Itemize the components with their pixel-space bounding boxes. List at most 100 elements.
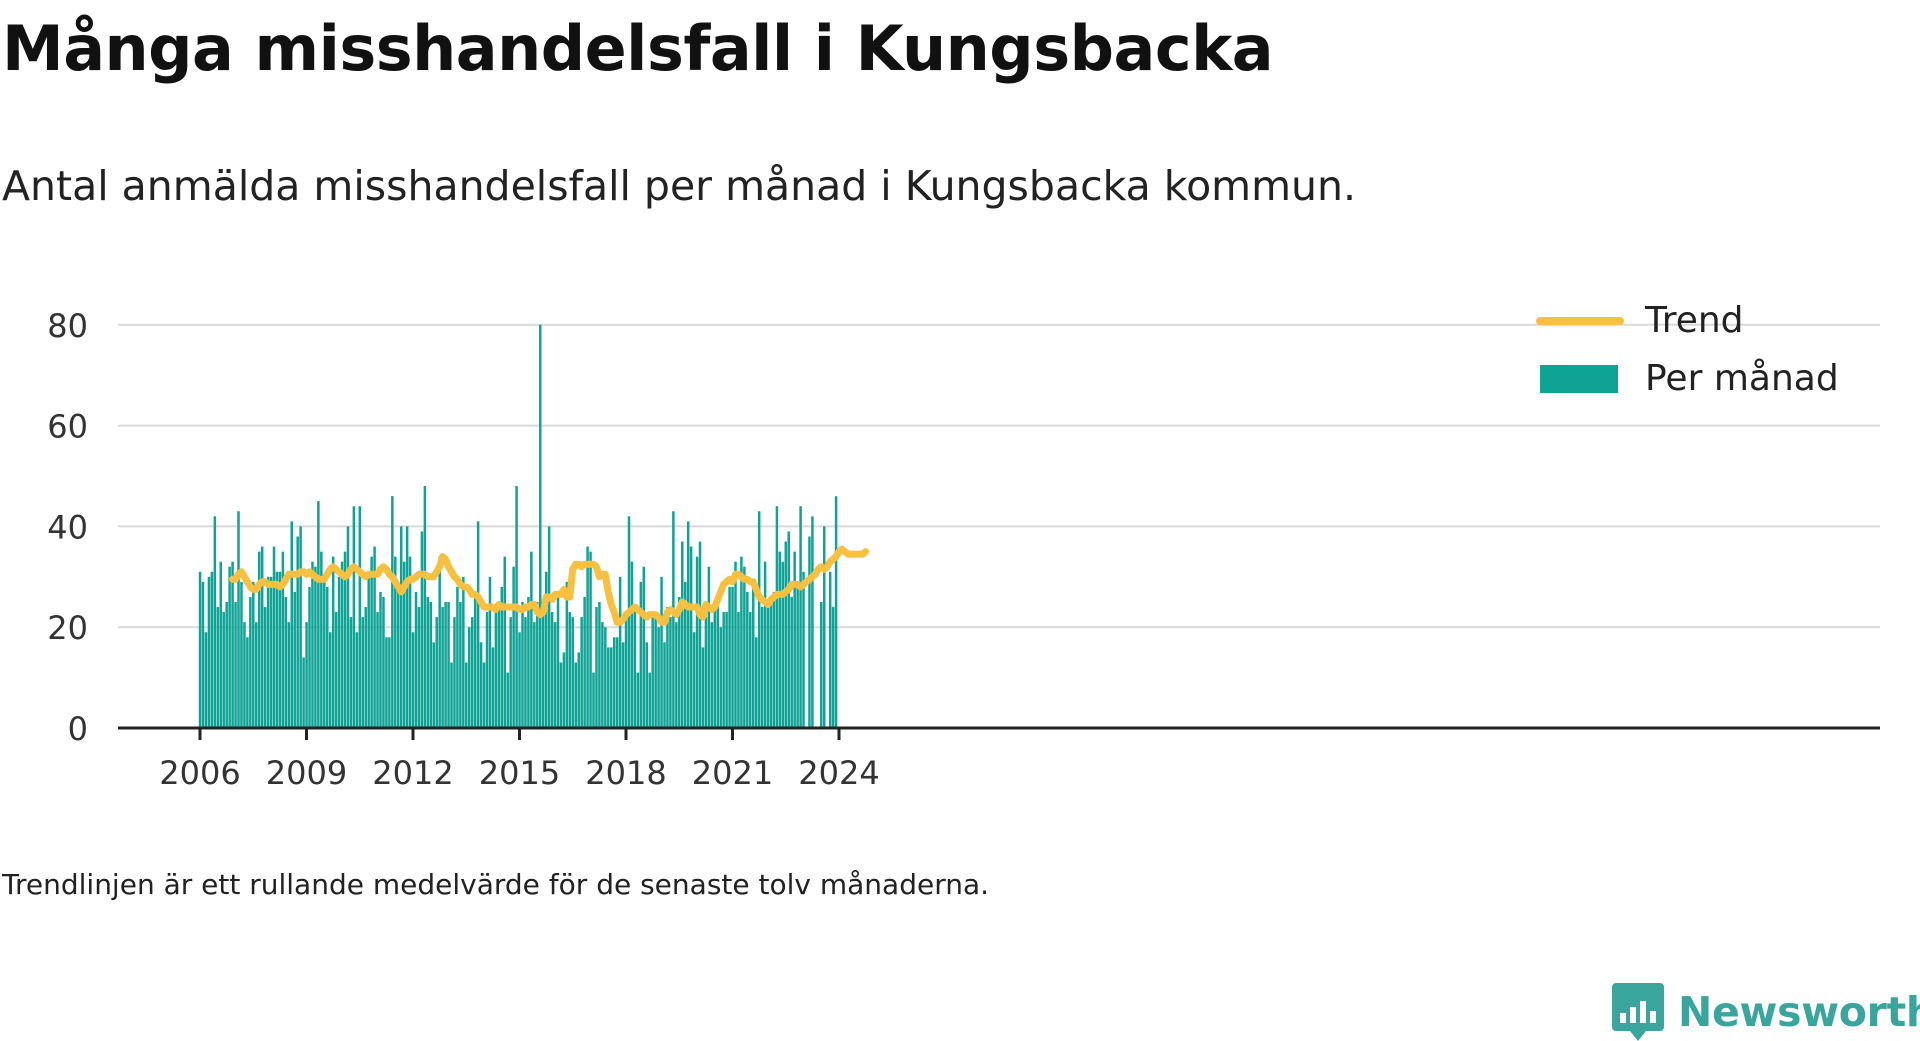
bar	[547, 526, 551, 728]
bar	[689, 546, 693, 728]
bar	[692, 632, 696, 728]
bar	[536, 602, 539, 728]
bar	[405, 526, 409, 728]
bar	[444, 602, 447, 728]
bar	[612, 637, 616, 728]
bar	[716, 607, 720, 728]
bar	[737, 612, 740, 728]
bar	[731, 586, 734, 728]
bar	[583, 596, 586, 728]
bar	[734, 561, 737, 728]
bar	[636, 672, 640, 728]
bar	[278, 571, 282, 728]
bar	[402, 561, 406, 728]
bar	[618, 576, 622, 728]
chart-title: Många misshandelsfall i Kungsbacka	[2, 12, 1274, 85]
bar	[610, 647, 613, 728]
bar	[210, 571, 214, 728]
bar	[266, 576, 270, 728]
bar	[586, 546, 589, 728]
bar	[340, 561, 344, 728]
bar	[317, 501, 320, 728]
bar	[476, 521, 480, 728]
chart-subtitle: Antal anmälda misshandelsfall per månad …	[2, 162, 1357, 210]
bar	[429, 602, 433, 728]
bar	[698, 541, 702, 728]
bar	[252, 581, 255, 728]
bar	[666, 607, 669, 728]
bar	[645, 642, 649, 728]
bar	[654, 617, 657, 728]
bar	[367, 576, 370, 728]
bar	[663, 642, 666, 728]
y-tick-label: 80	[47, 307, 88, 345]
x-axis-ticks: 2006 2009 2012 2015 2018 2021 2024	[159, 728, 880, 792]
bar	[397, 581, 400, 728]
bar	[681, 541, 684, 728]
bar	[503, 556, 507, 728]
bar	[222, 612, 225, 728]
bar	[488, 576, 492, 728]
bar	[793, 551, 796, 728]
bar	[249, 596, 252, 728]
bar	[769, 602, 773, 728]
bar	[772, 591, 776, 728]
bar	[562, 652, 566, 728]
x-tick-label: 2006	[159, 754, 240, 792]
bar	[399, 526, 403, 728]
bar	[314, 566, 317, 728]
bar	[420, 531, 424, 728]
bar	[743, 566, 746, 728]
legend-bar-label: Per månad	[1645, 358, 1839, 399]
bar	[754, 637, 758, 728]
bar	[494, 607, 498, 728]
bar	[568, 612, 572, 728]
bar	[331, 556, 335, 728]
bar	[828, 571, 832, 728]
bar	[326, 586, 329, 728]
bar	[385, 637, 388, 728]
bar	[198, 571, 202, 728]
bar	[710, 622, 714, 728]
bar	[722, 612, 725, 728]
bar	[305, 622, 308, 728]
bar	[630, 561, 634, 728]
bar	[240, 581, 243, 728]
bar	[565, 581, 569, 728]
bar	[592, 672, 595, 728]
bar	[589, 551, 592, 728]
bar	[441, 607, 444, 728]
bar	[435, 617, 438, 728]
footnote: Trendlinjen är ett rullande medelvärde f…	[2, 868, 990, 901]
bar	[432, 642, 436, 728]
bar	[343, 551, 347, 728]
bar	[675, 622, 678, 728]
x-tick-label: 2012	[372, 754, 453, 792]
bar	[426, 596, 430, 728]
legend: Trend Per månad	[1530, 280, 1860, 399]
bar	[219, 561, 223, 728]
bar	[296, 536, 299, 728]
y-tick-label: 20	[47, 609, 88, 647]
bar	[323, 581, 326, 728]
bar	[328, 632, 332, 728]
bar	[311, 561, 314, 728]
brand-logo: Newsworthy	[1612, 983, 1920, 1041]
bar	[787, 531, 791, 728]
bar	[388, 637, 391, 728]
bar	[379, 591, 382, 728]
bar	[784, 541, 788, 728]
bar	[621, 642, 625, 728]
bar	[275, 571, 279, 728]
bar	[213, 516, 217, 728]
bar	[796, 581, 799, 728]
bar	[284, 596, 288, 728]
bar	[293, 591, 296, 728]
y-axis-ticks: 0 20 40 60 80	[47, 307, 88, 748]
bar	[364, 607, 367, 728]
bar	[497, 602, 501, 728]
bar	[355, 632, 359, 728]
bar	[391, 496, 394, 728]
bar	[760, 607, 764, 728]
bar	[370, 556, 373, 728]
